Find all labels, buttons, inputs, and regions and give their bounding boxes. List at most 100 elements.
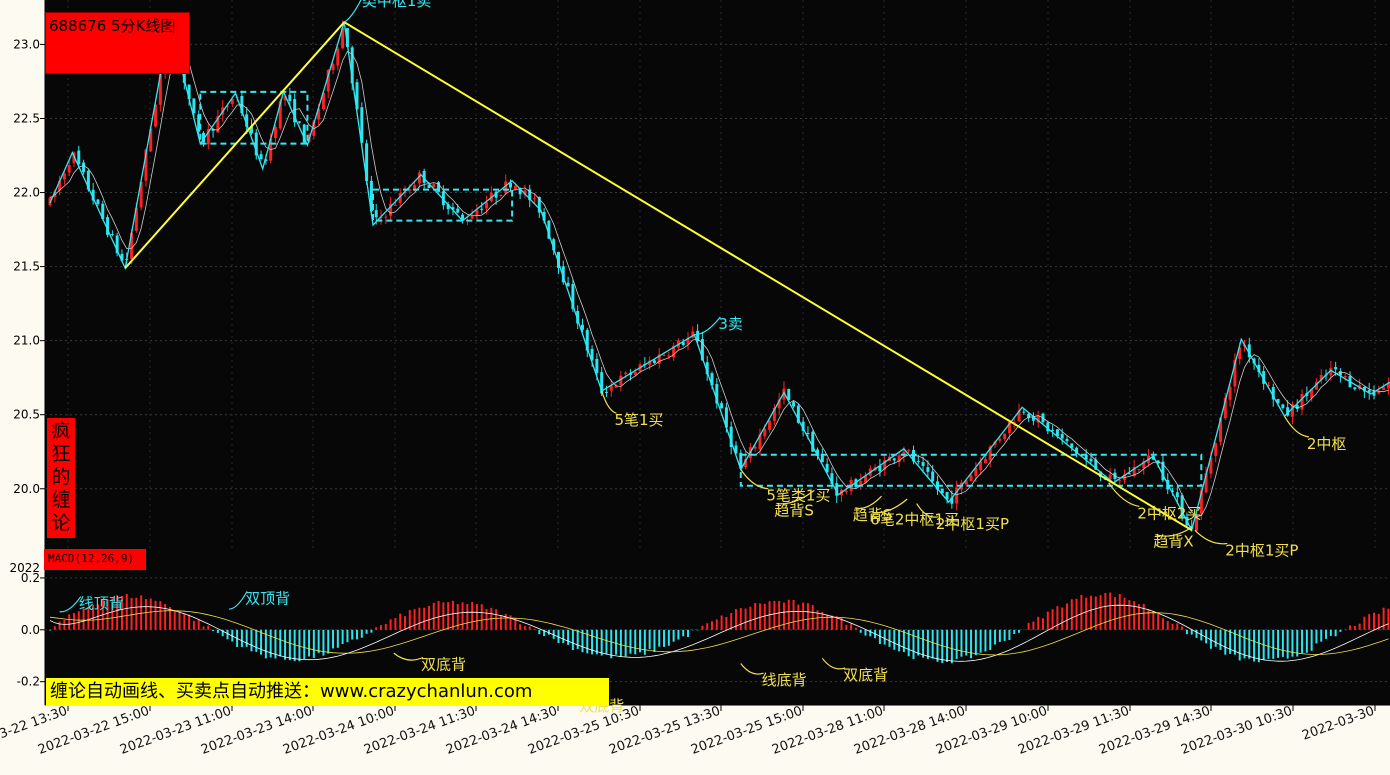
candle-body	[1132, 466, 1136, 477]
dea-line	[49, 610, 1389, 656]
candle-body	[1362, 386, 1366, 392]
candle-body	[662, 354, 666, 356]
candle-body	[1271, 387, 1275, 400]
candle-body	[437, 182, 441, 192]
candle-body	[566, 282, 570, 287]
candle-body	[1094, 459, 1098, 470]
candle-body	[1051, 429, 1055, 431]
macd-y-tick-label: 0.0	[21, 623, 40, 637]
candle-body	[158, 73, 162, 105]
candle-body	[1276, 399, 1280, 404]
zhongshu-box	[372, 188, 514, 222]
annotation-label: 6笔2中枢1买	[870, 510, 959, 528]
annotation-label: 2中枢	[1307, 435, 1347, 453]
candle-body	[509, 182, 513, 188]
candle-body	[561, 266, 565, 283]
candle-body	[1089, 458, 1093, 462]
candle-body	[816, 449, 820, 456]
candle-body	[681, 342, 685, 346]
candle-body	[907, 450, 911, 452]
candle-body	[389, 203, 393, 216]
annotation-label: 双底背	[843, 666, 888, 684]
candle-body	[518, 188, 522, 195]
candle-body	[1266, 384, 1270, 387]
candle-body	[1233, 360, 1237, 387]
candle-body	[1036, 415, 1040, 423]
candle-body	[1247, 344, 1251, 358]
candle-body	[451, 207, 455, 210]
candle-body	[931, 471, 935, 482]
candle-body	[609, 385, 613, 391]
candle-body	[417, 172, 421, 184]
candle-body	[542, 211, 546, 221]
macd-y-tick-label: -0.2	[17, 675, 40, 689]
candle-body	[792, 402, 796, 407]
candle-body	[485, 202, 489, 209]
annotation-label: 线顶背	[79, 595, 124, 613]
candle-body	[1238, 347, 1242, 359]
annotation-label: 趋背S	[774, 501, 814, 519]
candle-body	[696, 330, 700, 342]
x-tick-label: 2022-03-30	[1300, 704, 1376, 744]
candle-body	[1300, 393, 1304, 410]
candle-body	[585, 329, 589, 351]
candle-body	[1219, 417, 1223, 442]
candle-body	[1180, 495, 1184, 518]
candle-body	[710, 373, 714, 386]
candle-body	[259, 154, 263, 160]
candle-body	[202, 132, 206, 143]
candle-body	[197, 114, 201, 132]
candle-body	[317, 108, 321, 120]
candle-body	[1257, 364, 1261, 373]
candle-body	[1065, 438, 1069, 442]
candle-body	[278, 101, 282, 129]
candle-body	[110, 234, 114, 236]
candle-body	[1209, 457, 1213, 474]
annotation-label: 5笔类1买	[766, 487, 830, 505]
candle-body	[604, 391, 608, 393]
candle-body	[820, 454, 824, 463]
candle-body	[1228, 387, 1232, 400]
candle-body	[619, 375, 623, 386]
candle-body	[523, 190, 527, 195]
candle-body	[796, 405, 800, 423]
candle-body	[1007, 421, 1011, 434]
annotation-label: 2中枢1买P	[936, 515, 1009, 533]
annotation-label: 3卖	[718, 315, 743, 333]
dif-line	[49, 604, 1389, 662]
annotation-label: 类中枢1卖	[362, 0, 432, 10]
candle-body	[350, 47, 354, 84]
candle-body	[384, 216, 388, 218]
candle-body	[739, 452, 743, 469]
candle-body	[326, 70, 330, 92]
candle-body	[355, 82, 359, 110]
candle-body	[1171, 490, 1175, 492]
candle-body	[283, 96, 287, 101]
annotation-arrow	[694, 316, 721, 336]
y-tick-label: 22.0	[13, 186, 40, 200]
candle-body	[331, 64, 335, 71]
candle-body	[1295, 405, 1299, 409]
candle-body	[456, 208, 460, 213]
candle-body	[758, 434, 762, 449]
promo-banner[interactable]: 缠论自动画线、买卖点自动推送：www.crazychanlun.com	[46, 678, 609, 706]
candle-body	[480, 208, 484, 210]
annotation-arrow	[393, 652, 424, 661]
macd-top-label: 2022	[9, 561, 40, 575]
macd-y-tick-label: 0.2	[21, 571, 40, 585]
candle-body	[686, 337, 690, 345]
candle-body	[1027, 413, 1031, 419]
candle-body	[729, 426, 733, 448]
candle-body	[475, 210, 479, 216]
candle-body	[854, 479, 858, 488]
candle-body	[427, 185, 431, 188]
candle-body	[403, 192, 407, 194]
candle-body	[590, 348, 594, 361]
candle-body	[1386, 383, 1390, 389]
y-tick-label: 21.5	[13, 260, 40, 274]
candle-body	[91, 189, 95, 201]
candle-body	[657, 354, 661, 364]
candle-body	[1372, 390, 1376, 396]
candle-body	[1137, 469, 1141, 471]
